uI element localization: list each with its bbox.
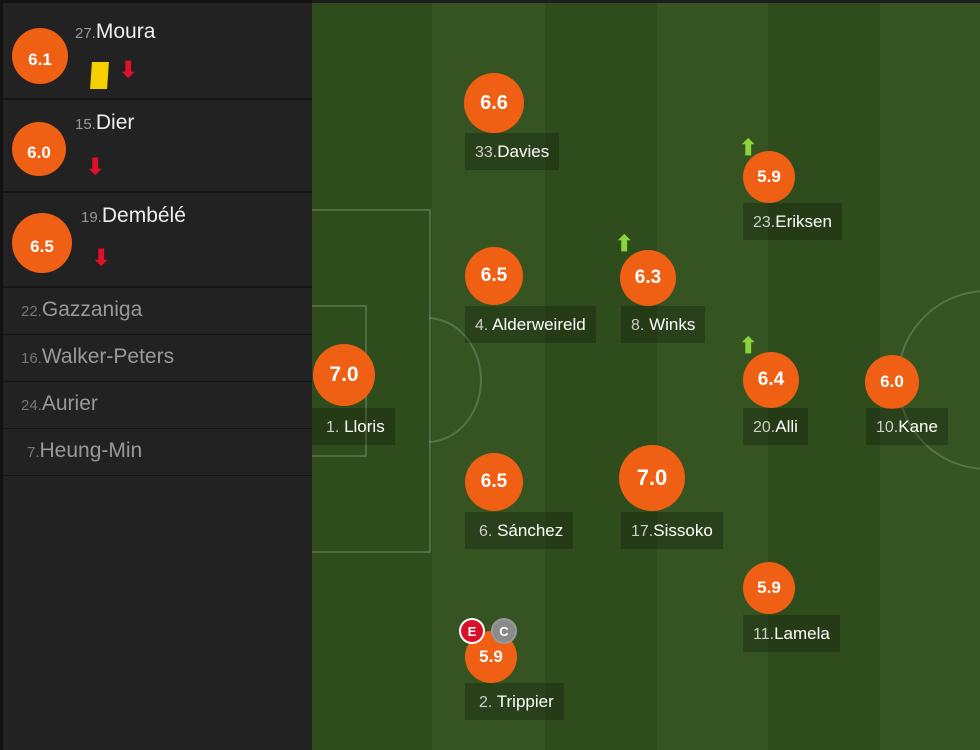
rating-badge: 6.5 bbox=[12, 213, 72, 273]
rating-badge: 7.0 bbox=[313, 344, 375, 406]
rating-badge: 6.3 bbox=[620, 250, 676, 306]
rating-badge: 5.9 bbox=[743, 562, 795, 614]
rating-badge: 6.5 bbox=[465, 453, 523, 511]
captain-badge: C bbox=[491, 618, 517, 644]
rating-badge: 6.4 bbox=[743, 352, 799, 408]
sub-off-arrow-icon: ⬇ bbox=[119, 57, 138, 82]
yellow-card-icon bbox=[90, 62, 109, 89]
sub-player-row[interactable]: 6.0 15.Dier ⬇ bbox=[3, 100, 312, 193]
unused-sub-row[interactable]: 16.Walker-Peters bbox=[3, 335, 312, 382]
player-name: Dembélé bbox=[101, 204, 186, 227]
sub-on-arrow-icon: ⬆ bbox=[739, 135, 758, 160]
unused-sub-row[interactable]: 22.Gazzaniga bbox=[3, 288, 312, 335]
rating-badge: 6.0 bbox=[12, 122, 66, 176]
event-badge-e: E bbox=[459, 618, 485, 644]
rating-badge: 6.6 bbox=[464, 73, 524, 133]
sub-off-arrow-icon: ⬇ bbox=[92, 245, 111, 270]
sub-on-arrow-icon: ⬆ bbox=[615, 231, 634, 256]
player-name: Moura bbox=[95, 20, 156, 43]
unused-sub-row[interactable]: 24.Aurier bbox=[3, 382, 312, 429]
rating-badge: 6.0 bbox=[865, 355, 919, 409]
rating-badge: 7.0 bbox=[619, 445, 685, 511]
substitutes-panel: 6.1 27.Moura ⬇ 6.0 15.Dier ⬇ 6.5 19.Demb… bbox=[0, 0, 312, 750]
player-name: Dier bbox=[95, 111, 135, 134]
sub-player-row[interactable]: 6.1 27.Moura ⬇ bbox=[3, 3, 312, 100]
unused-sub-row[interactable]: 7.Heung-Min bbox=[3, 429, 312, 476]
rating-badge: 6.1 bbox=[12, 28, 68, 84]
sub-off-arrow-icon: ⬇ bbox=[86, 154, 105, 179]
sub-player-row[interactable]: 6.5 19.Dembélé ⬇ bbox=[3, 193, 312, 288]
sub-on-arrow-icon: ⬆ bbox=[739, 333, 758, 358]
rating-badge: 6.5 bbox=[465, 247, 523, 305]
rating-badge: 5.9 bbox=[743, 151, 795, 203]
